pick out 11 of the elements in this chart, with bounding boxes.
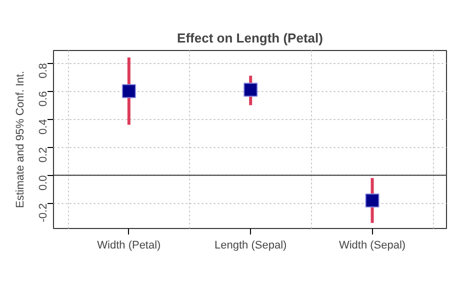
y-tick-label: 0.6 bbox=[38, 91, 50, 106]
x-tick-label: Length (Sepal) bbox=[214, 240, 287, 252]
y-tick-label: -0.2 bbox=[38, 203, 50, 222]
y-tick-label: 0.2 bbox=[38, 147, 50, 162]
y-tick-label: 0.4 bbox=[38, 119, 50, 134]
chart-title: Effect on Length (Petal) bbox=[177, 30, 323, 46]
y-axis-title: Estimate and 95% Conf. Int. bbox=[14, 71, 26, 208]
x-tick-label: Width (Sepal) bbox=[338, 240, 406, 252]
x-tick-label: Width (Petal) bbox=[97, 240, 161, 252]
y-tick-label: 0.0 bbox=[38, 175, 50, 191]
y-tick-label: 0.8 bbox=[38, 63, 50, 78]
